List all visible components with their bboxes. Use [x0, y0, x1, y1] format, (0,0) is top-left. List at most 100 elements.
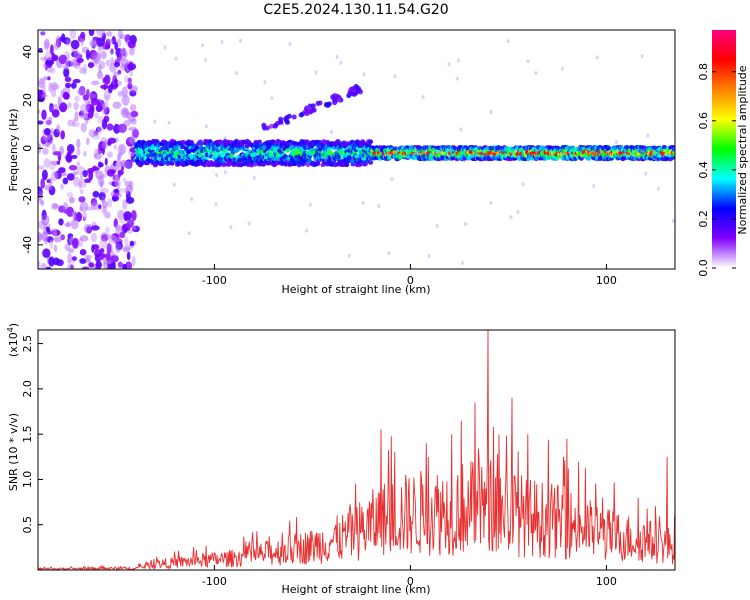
colorbar-ticks: 0.0 0.2 0.4 0.6 0.8 [697, 63, 736, 277]
heatmap-noise-cell [43, 235, 48, 245]
heatmap-noise-cell [81, 266, 90, 269]
heatmap-noise-cell [110, 255, 119, 263]
snr-x-tick-label: -100 [202, 575, 227, 588]
heatmap-noise-cell [52, 143, 56, 153]
heatmap-noise-cell [97, 175, 105, 187]
heatmap-speckle-cell [329, 130, 333, 135]
heatmap-noise-cell [76, 57, 84, 63]
heatmap-noise-cell [99, 60, 106, 69]
heatmap-noise-cell [104, 74, 111, 85]
heatmap-trace-cell [332, 100, 338, 106]
heatmap-noise-cell [98, 255, 104, 261]
heatmap-noise-cell [51, 202, 59, 210]
heatmap-speckle-cell [270, 96, 274, 101]
heatmap-echo-cell [169, 161, 175, 166]
heatmap-speckle-cell [457, 58, 461, 63]
heatmap-noise-cell [60, 172, 67, 177]
heatmap-noise-cell [88, 262, 95, 268]
heatmap-echo-cell [252, 151, 258, 157]
heatmap-noise-cell [95, 265, 100, 269]
heatmap-noise-cell [105, 59, 111, 67]
heatmap-speckle-cell [223, 135, 227, 140]
heatmap-noise-cell [43, 75, 48, 81]
heatmap-noise-cell [38, 165, 45, 170]
heatmap-trace-cell [311, 107, 317, 113]
heatmap-noise-cell [53, 244, 58, 253]
heatmap-noise-cell [40, 31, 46, 36]
heatmap-noise-cell [51, 88, 57, 98]
heatmap-speckle-cell [646, 133, 650, 138]
heatmap-noise-cell [41, 109, 47, 120]
heatmap-noise-cell [67, 248, 75, 253]
heatmap-trace-cell [269, 123, 275, 129]
heatmap-noise-cell [57, 96, 62, 107]
heatmap-noise-cell [70, 39, 80, 50]
heatmap-noise-cell [74, 111, 79, 122]
heatmap-echo-cell [336, 154, 342, 160]
heatmap-noise-cell [71, 154, 78, 159]
heatmap-noise-cell [128, 61, 134, 71]
heatmap-noise-cell [70, 218, 79, 230]
heatmap-y-tick-label: -20 [21, 188, 34, 206]
heatmap-noise-cell [98, 204, 102, 210]
heatmap-noise-cell [42, 147, 49, 155]
heatmap-trace-cell [278, 116, 284, 122]
heatmap-noise-cell [122, 177, 127, 183]
heatmap-noise-cell [51, 109, 60, 118]
heatmap-noise-cell [130, 110, 139, 118]
heatmap-noise-cell [125, 111, 132, 119]
heatmap-speckle-cell [247, 221, 251, 226]
heatmap-noise-cell [79, 258, 87, 264]
heatmap-speckle-cell [361, 201, 365, 206]
heatmap-noise-cell [50, 44, 54, 55]
heatmap-noise-cell [128, 126, 138, 131]
heatmap-noise-cell [97, 125, 101, 135]
heatmap-noise-cell [113, 188, 120, 193]
heatmap-speckle-cell [489, 200, 493, 205]
heatmap-echo-cell [661, 144, 667, 150]
heatmap-speckle-cell [167, 120, 171, 125]
heatmap-noise-cell [121, 86, 129, 98]
heatmap-noise-cell [99, 247, 105, 254]
heatmap-echo-cell [137, 139, 143, 145]
heatmap-trace-cell [303, 108, 309, 114]
heatmap-noise-cell [66, 173, 75, 181]
heatmap-noise-cell [82, 170, 88, 178]
heatmap-noise-cell [79, 201, 89, 212]
heatmap-noise-cell [48, 82, 53, 93]
heatmap-noise-cell [80, 31, 86, 39]
heatmap-noise-cell [77, 88, 86, 96]
heatmap-noise-cell [96, 30, 106, 37]
snr-marks [38, 330, 675, 570]
heatmap-noise-cell [53, 41, 60, 51]
heatmap-noise-cell [65, 154, 73, 163]
heatmap-y-axis-label: Frequency (Hz) [7, 109, 20, 192]
heatmap-noise-cell [99, 187, 109, 194]
heatmap-noise-cell [79, 188, 84, 195]
heatmap-speckle-cell [534, 70, 538, 75]
heatmap-y-tick-label: 0 [21, 145, 34, 152]
heatmap-speckle-cell [421, 95, 425, 100]
heatmap-noise-cell [68, 164, 78, 171]
heatmap-speckle-cell [204, 57, 208, 62]
heatmap-noise-cell [123, 211, 132, 221]
heatmap-noise-cell [58, 54, 67, 65]
snr-y-axis-label: SNR (10 * v/v) [7, 413, 20, 491]
colorbar-gradient [712, 30, 736, 268]
heatmap-axes: -100 0 100 -40 -20 0 20 40 [21, 45, 617, 287]
heatmap-noise-cell [51, 81, 58, 91]
heatmap-speckle-cell [172, 182, 176, 187]
heatmap-noise-cell [131, 225, 137, 231]
heatmap-noise-cell [64, 76, 72, 83]
heatmap-noise-cell [45, 266, 52, 269]
heatmap-noise-cell [124, 186, 130, 195]
heatmap-trace-cell [330, 94, 336, 100]
heatmap-speckle-cell [509, 215, 513, 220]
heatmap-noise-cell [110, 48, 114, 55]
heatmap-speckle-cell [201, 43, 205, 48]
heatmap-noise-cell [122, 263, 127, 269]
heatmap-speckle-cell [305, 228, 309, 233]
heatmap-noise-cell [85, 254, 93, 259]
heatmap-noise-cell [116, 156, 121, 168]
